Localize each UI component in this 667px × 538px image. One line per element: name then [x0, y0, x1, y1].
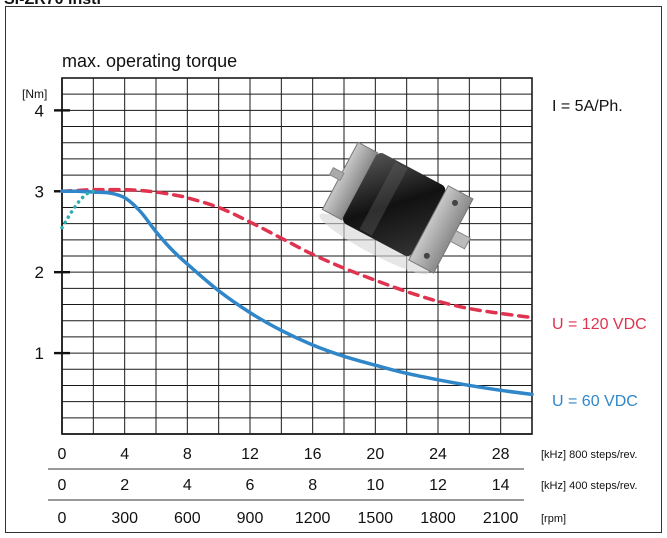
x-tick-label: 20	[366, 446, 384, 463]
x-tick-label: 4	[120, 446, 129, 463]
x-tick-label: 0	[58, 510, 67, 527]
x-tick-label: 300	[111, 510, 138, 527]
x-tick-label: 8	[183, 446, 192, 463]
plot-border	[61, 77, 533, 435]
chart-title: max. operating torque	[62, 51, 237, 71]
x-tick-label: 8	[308, 477, 317, 494]
series-label-60v: U = 60 VDC	[552, 393, 638, 410]
x-tick-label: 10	[366, 477, 384, 494]
x-tick-label: 900	[237, 510, 264, 527]
x-tick-label: 6	[246, 477, 255, 494]
x-tick-label: 0	[58, 477, 67, 494]
current-annotation: I = 5A/Ph.	[552, 98, 623, 115]
y-tick-label: 1	[35, 344, 44, 363]
series-line-1	[60, 189, 534, 397]
x-axis-unit: [kHz] 800 steps/rev.	[541, 449, 637, 461]
x-tick-label: 1200	[295, 510, 331, 527]
grid	[61, 77, 533, 435]
x-tick-label: 4	[183, 477, 192, 494]
x-axes: 0 4 8 12 16 20 24 28 [kHz] 800 steps/rev.0 2 4 6 8 10…	[48, 446, 637, 527]
series-line-2	[60, 189, 96, 230]
x-tick-label: 16	[304, 446, 322, 463]
x-tick-label: 1800	[420, 510, 456, 527]
series-line-0	[60, 187, 534, 320]
y-tick-label: 3	[35, 182, 44, 201]
x-axis-unit: [rpm]	[541, 513, 566, 525]
x-tick-label: 0	[58, 446, 67, 463]
y-tick-label: 2	[35, 263, 44, 282]
x-axis-unit: [kHz] 400 steps/rev.	[541, 480, 637, 492]
header-fragment: Si-ZR70 instr	[4, 0, 103, 8]
series-curves	[60, 187, 534, 397]
x-tick-label: 12	[241, 446, 259, 463]
y-tick-label: 4	[35, 101, 44, 120]
x-tick-label: 2100	[483, 510, 519, 527]
x-tick-label: 14	[492, 477, 510, 494]
x-tick-label: 28	[492, 446, 510, 463]
series-label-120v: U = 120 VDC	[552, 316, 647, 333]
motor-photo	[319, 141, 474, 275]
y-axis: 1 2 3 4	[35, 101, 70, 363]
x-tick-label: 1500	[358, 510, 394, 527]
x-tick-label: 2	[120, 477, 129, 494]
x-tick-label: 12	[429, 477, 447, 494]
y-unit-label: [Nm]	[22, 87, 47, 101]
x-tick-label: 600	[174, 510, 201, 527]
x-tick-label: 24	[429, 446, 447, 463]
